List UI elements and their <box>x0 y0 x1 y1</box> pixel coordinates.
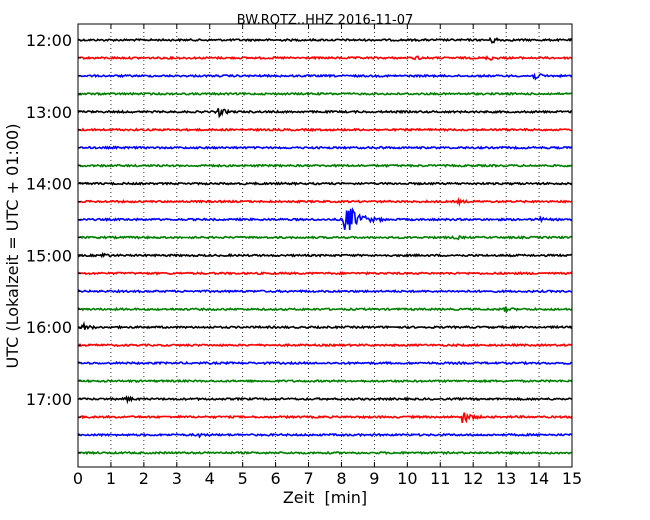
x-tick-label: 13 <box>496 469 516 488</box>
trace-1715 <box>78 412 573 424</box>
trace-1330 <box>77 145 573 150</box>
trace-1630 <box>77 360 573 366</box>
plot-frame <box>77 23 573 468</box>
trace-1200 <box>77 36 573 44</box>
x-tick-label: 15 <box>562 469 582 488</box>
y-tick-label: 14:00 <box>26 175 72 194</box>
y-tick-label: 16:00 <box>26 318 72 337</box>
x-tick-label: 5 <box>238 469 248 488</box>
x-tick-label: 6 <box>271 469 281 488</box>
x-tick-label: 10 <box>397 469 417 488</box>
trace-1400 <box>77 181 573 187</box>
trace-1645 <box>77 378 573 384</box>
x-tick-label: 3 <box>172 469 182 488</box>
trace-1215 <box>77 55 573 61</box>
trace-1545 <box>77 306 573 314</box>
trace-1430 <box>77 207 573 231</box>
trace-1600 <box>77 320 573 331</box>
trace-1230 <box>78 72 573 81</box>
y-axis: 12:00 13:00 14:00 15:00 16:00 17:00 <box>26 31 81 454</box>
x-tick-label: 7 <box>303 469 313 488</box>
trace-1500 <box>77 251 573 259</box>
x-tick-label: 14 <box>529 469 549 488</box>
trace-1700 <box>77 395 573 405</box>
grid-lines <box>110 24 540 467</box>
trace-1730 <box>77 432 573 439</box>
trace-1445 <box>77 235 573 241</box>
trace-1300 <box>77 108 573 119</box>
y-tick-label: 12:00 <box>26 31 72 50</box>
trace-group <box>77 36 573 456</box>
x-tick-label: 12 <box>463 469 483 488</box>
trace-1745 <box>77 450 573 456</box>
trace-1315 <box>77 127 572 133</box>
x-tick-label: 8 <box>336 469 346 488</box>
trace-1615 <box>77 342 573 348</box>
y-tick-label: 17:00 <box>26 390 72 409</box>
x-tick-label: 1 <box>106 469 116 488</box>
trace-1515 <box>77 270 573 276</box>
y-tick-label: 15:00 <box>26 246 72 265</box>
x-tick-label: 0 <box>73 469 83 488</box>
trace-1415 <box>77 196 573 207</box>
y-axis-label: UTC (Lokalzeit = UTC + 01:00) <box>3 124 22 369</box>
x-axis: 0 1 2 3 4 5 6 7 8 9 10 11 12 13 14 15 <box>73 24 582 488</box>
x-tick-label: 9 <box>369 469 379 488</box>
x-tick-label: 4 <box>205 469 215 488</box>
trace-1245 <box>77 91 573 97</box>
x-tick-label: 11 <box>430 469 450 488</box>
x-tick-label: 2 <box>139 469 149 488</box>
chart-title: BW.ROTZ..HHZ 2016-11-07 <box>237 13 413 28</box>
y-tick-label: 13:00 <box>26 103 72 122</box>
trace-1530 <box>77 288 573 294</box>
x-axis-label: Zeit [min] <box>283 488 367 507</box>
trace-1345 <box>77 163 573 169</box>
